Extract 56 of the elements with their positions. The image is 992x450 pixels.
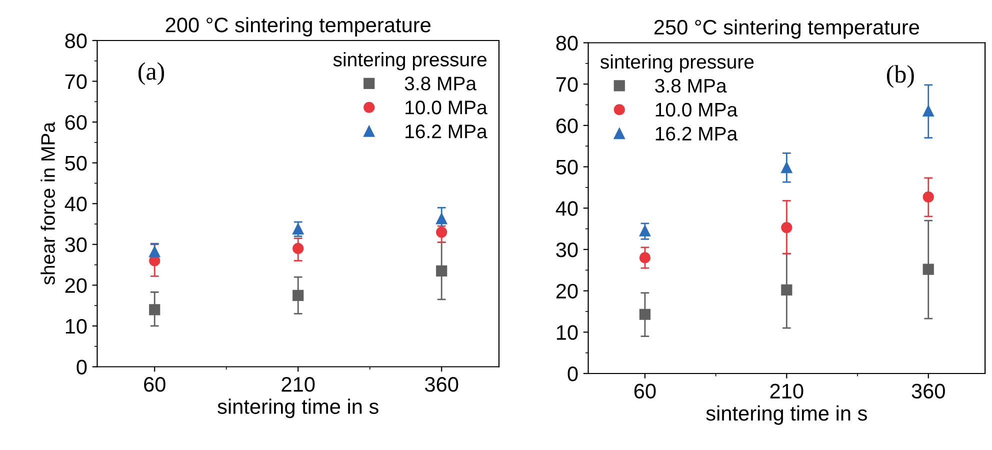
y-tick-label: 20 [556,284,578,299]
x-tick-label: 360 [912,384,945,399]
legend-label: 16.2 MPa [656,126,738,141]
point [922,105,934,117]
point [436,226,448,238]
point [781,222,792,234]
chart-title: 200 °C sintering temperature [166,17,430,36]
y-tick-label: 80 [556,36,578,51]
x-axis-title: sintering time in s [706,405,867,425]
y-tick-label: 30 [556,242,578,258]
y-tick-label: 40 [64,196,87,212]
point [149,304,160,316]
legend-title: sintering pressure [333,52,486,70]
point [436,265,448,276]
annotation: (a) [138,62,164,85]
x-tick-label: 210 [282,377,315,392]
legend-title: sintering pressure [600,54,754,73]
point [922,191,934,203]
y-tick-label: 70 [65,74,87,90]
legend-label: 3.8 MPa [655,78,727,93]
x-tick-label: 60 [634,384,656,399]
x-axis-title: sintering time in s [218,398,378,418]
y-tick-label: 20 [65,278,87,293]
point [639,252,650,264]
y-tick-label: 50 [556,160,578,175]
legend-label: 10.0 MPa [656,102,738,117]
y-tick-label: 50 [65,156,87,171]
y-tick-label: 10 [556,325,578,340]
x-tick-label: 60 [144,377,166,392]
y-tick-label: 0 [76,360,87,375]
legend-label: 16.2 MPa [406,124,488,138]
y-tick-label: 30 [65,237,87,252]
point [292,223,304,234]
x-tick-label: 210 [770,384,804,399]
point [149,246,160,258]
y-tick-label: 70 [556,77,578,92]
legend-label: 3.8 MPa [404,76,476,90]
y-tick-label: 10 [66,318,87,334]
y-tick-label: 60 [65,115,87,130]
point [922,264,934,275]
point [781,284,792,296]
point [639,308,650,320]
x-tick-label: 360 [425,377,458,392]
annotation: (b) [886,65,914,88]
point [292,290,304,301]
chart-title: 250 °C sintering temperature [654,19,920,39]
y-tick-label: 80 [65,34,87,48]
y-tick-label: 40 [556,201,578,216]
y-tick-label: 0 [568,366,578,382]
y-tick-label: 60 [556,118,578,134]
legend-label: 10.0 MPa [406,100,488,114]
point [292,242,304,254]
point [781,162,792,174]
point [639,225,650,236]
point [436,213,448,224]
y-axis-title: shear force in MPa [40,122,55,285]
